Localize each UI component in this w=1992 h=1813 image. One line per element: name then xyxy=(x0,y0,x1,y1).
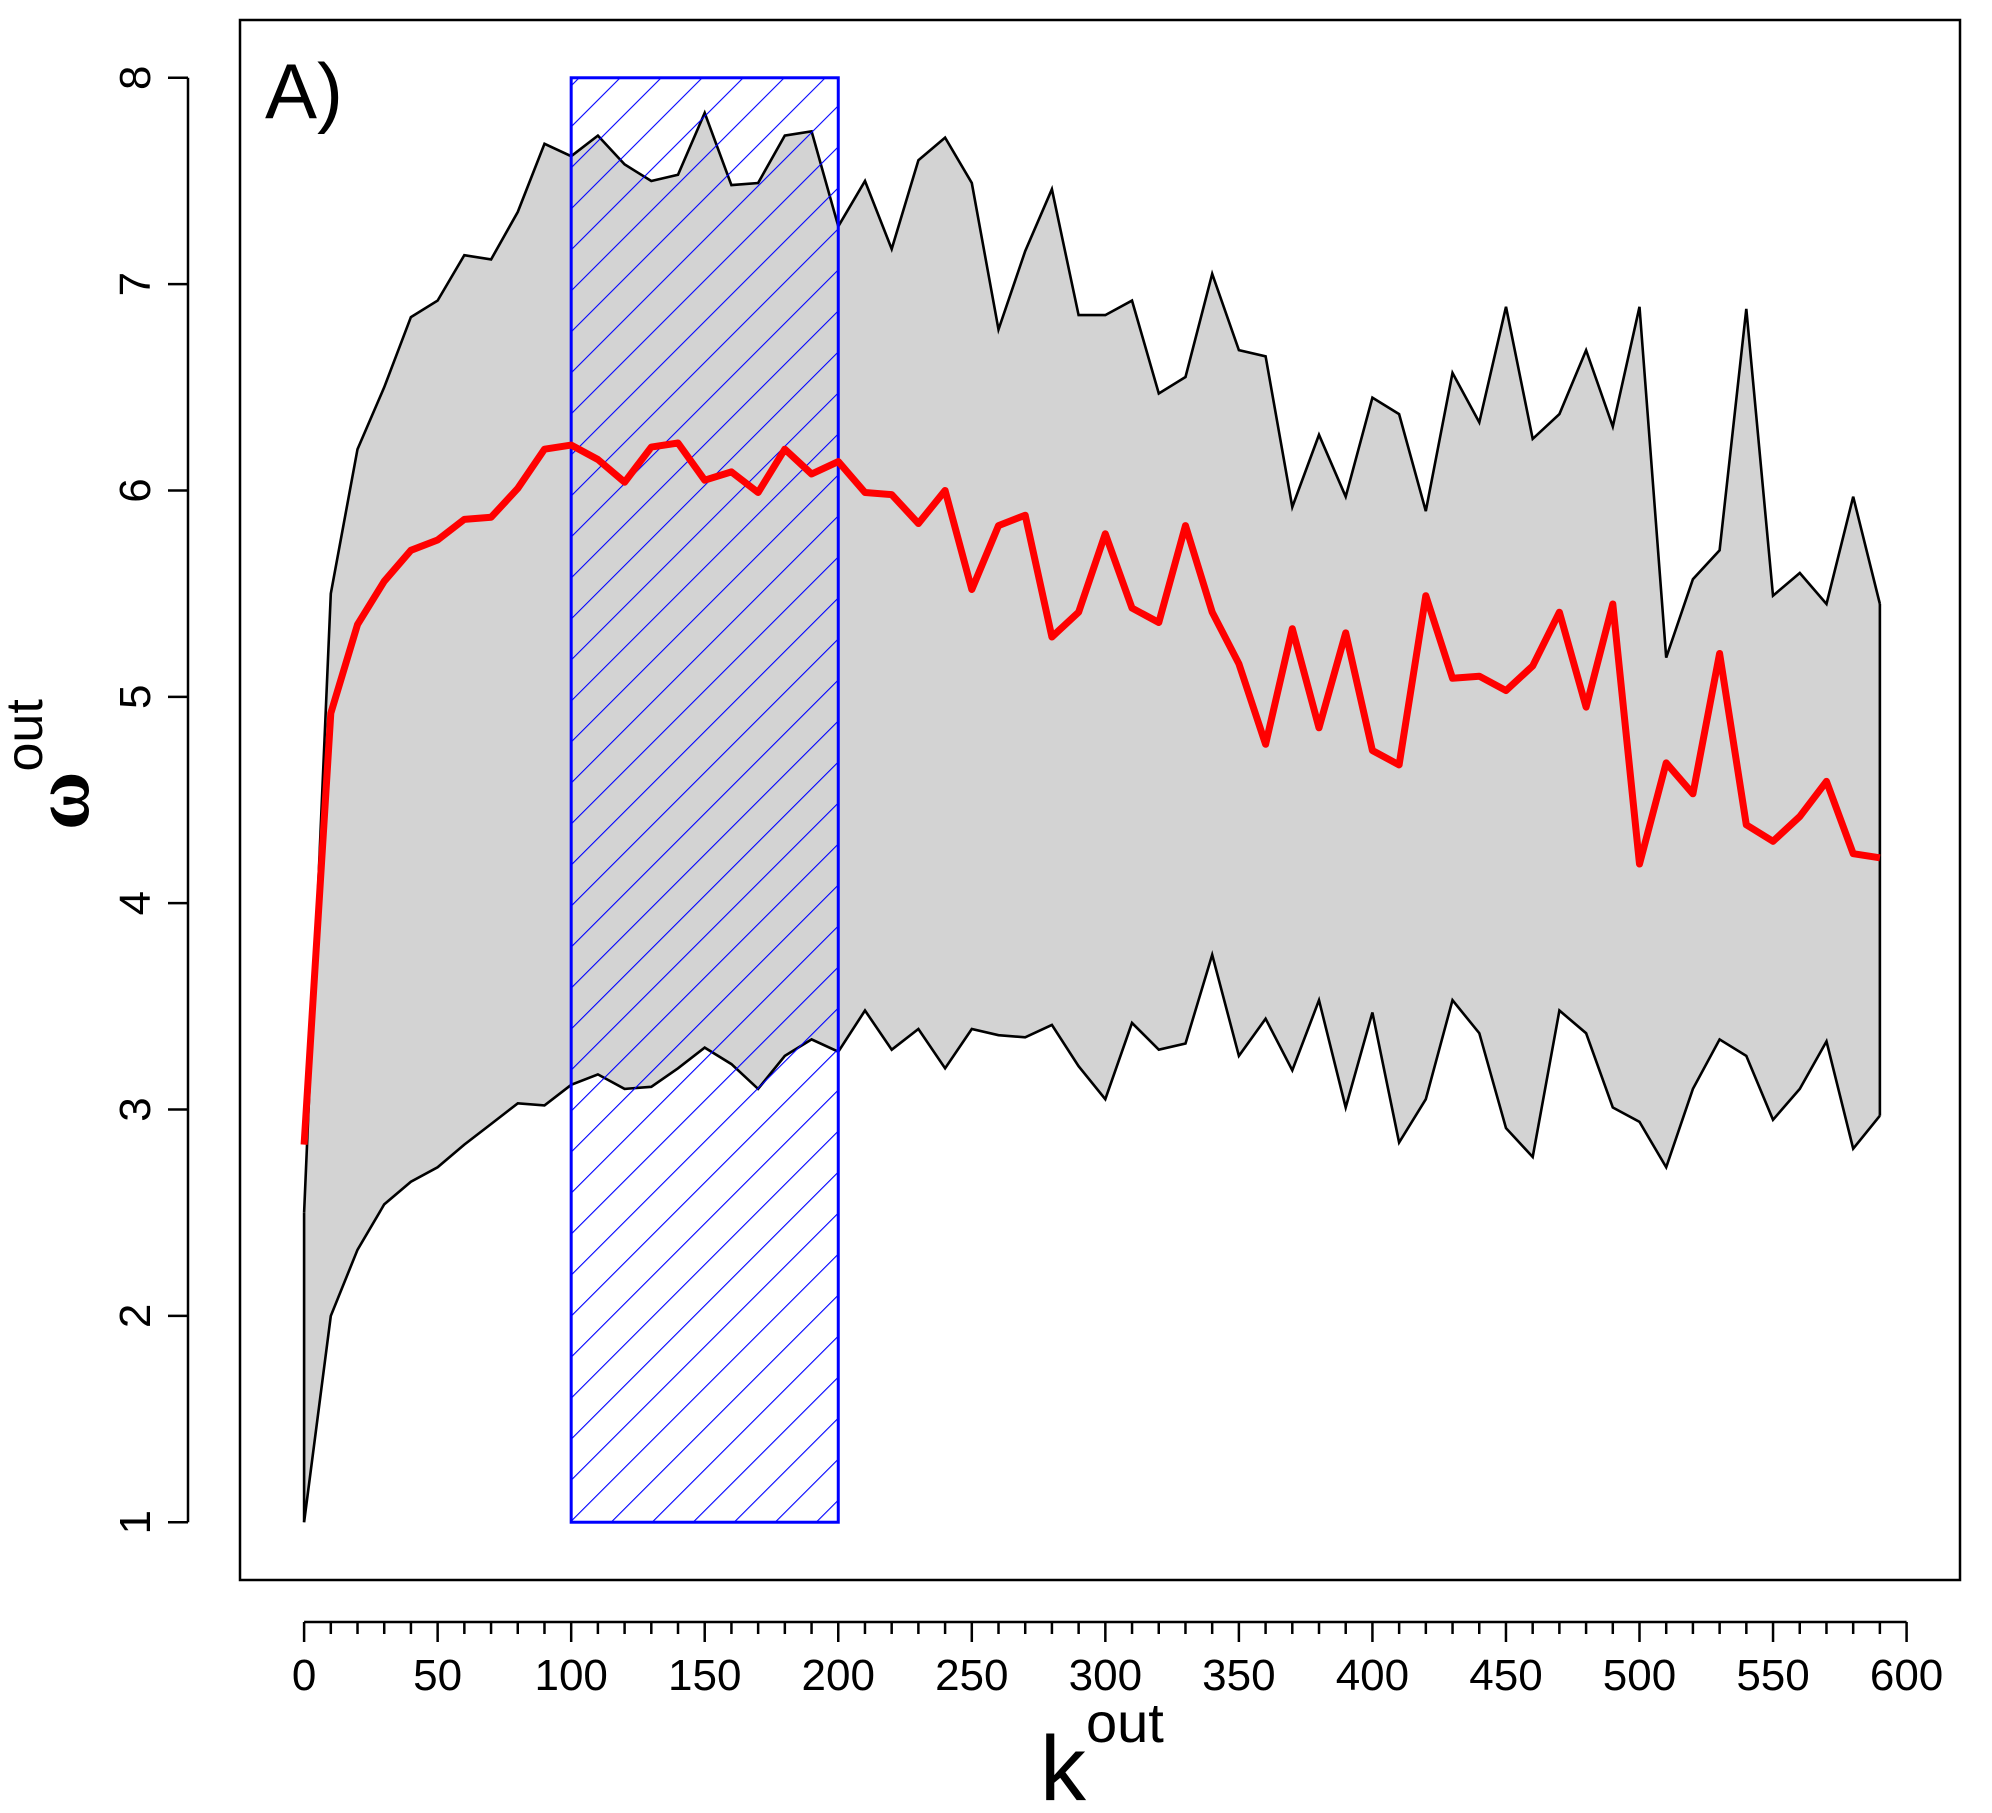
y-axis: 1 2 3 4 5 6 7 8 xyxy=(111,66,190,1534)
x-tick-label: 550 xyxy=(1736,1651,1809,1700)
plot-frame xyxy=(238,18,1962,1582)
y-axis-title-base: ω xyxy=(18,772,106,830)
x-axis-title-superscript: out xyxy=(1086,1691,1164,1754)
x-tick-label: 600 xyxy=(1870,1651,1943,1700)
y-tick-label: 7 xyxy=(111,272,160,296)
y-axis-title: ωout xyxy=(0,699,106,830)
band-upper-line xyxy=(302,109,1882,1213)
x-tick-label: 300 xyxy=(1069,1651,1142,1700)
x-tick-label: 0 xyxy=(292,1651,316,1700)
y-tick-label: 6 xyxy=(111,478,160,502)
y-tick-label: 1 xyxy=(111,1510,160,1534)
x-tick-label: 250 xyxy=(935,1651,1008,1700)
x-tick-label: 50 xyxy=(413,1651,462,1700)
x-tick-label: 200 xyxy=(802,1651,875,1700)
x-axis-title-base: k xyxy=(1040,1718,1087,1813)
y-axis-title-superscript: out xyxy=(0,699,54,772)
x-tick-label: 400 xyxy=(1336,1651,1409,1700)
mean-series-line xyxy=(300,439,1881,1145)
panel-label: A) xyxy=(265,47,343,135)
y-tick-label: 8 xyxy=(111,66,160,90)
band-lower-line xyxy=(302,950,1881,1523)
x-axis-title: kout xyxy=(1040,1691,1164,1813)
highlight-region xyxy=(569,76,840,1524)
x-tick-label: 100 xyxy=(534,1651,607,1700)
y-tick-label: 4 xyxy=(111,891,160,915)
y-tick-label: 2 xyxy=(111,1304,160,1328)
x-tick-label: 150 xyxy=(668,1651,741,1700)
plot-area xyxy=(300,76,1882,1524)
x-tick-label: 350 xyxy=(1202,1651,1275,1700)
x-tick-label: 450 xyxy=(1469,1651,1542,1700)
x-tick-label: 500 xyxy=(1603,1651,1676,1700)
y-tick-label: 5 xyxy=(111,685,160,709)
y-tick-label: 3 xyxy=(111,1097,160,1121)
x-axis: 0 50 100 150 200 250 300 350 400 450 500 550 600 xyxy=(292,1620,1943,1700)
